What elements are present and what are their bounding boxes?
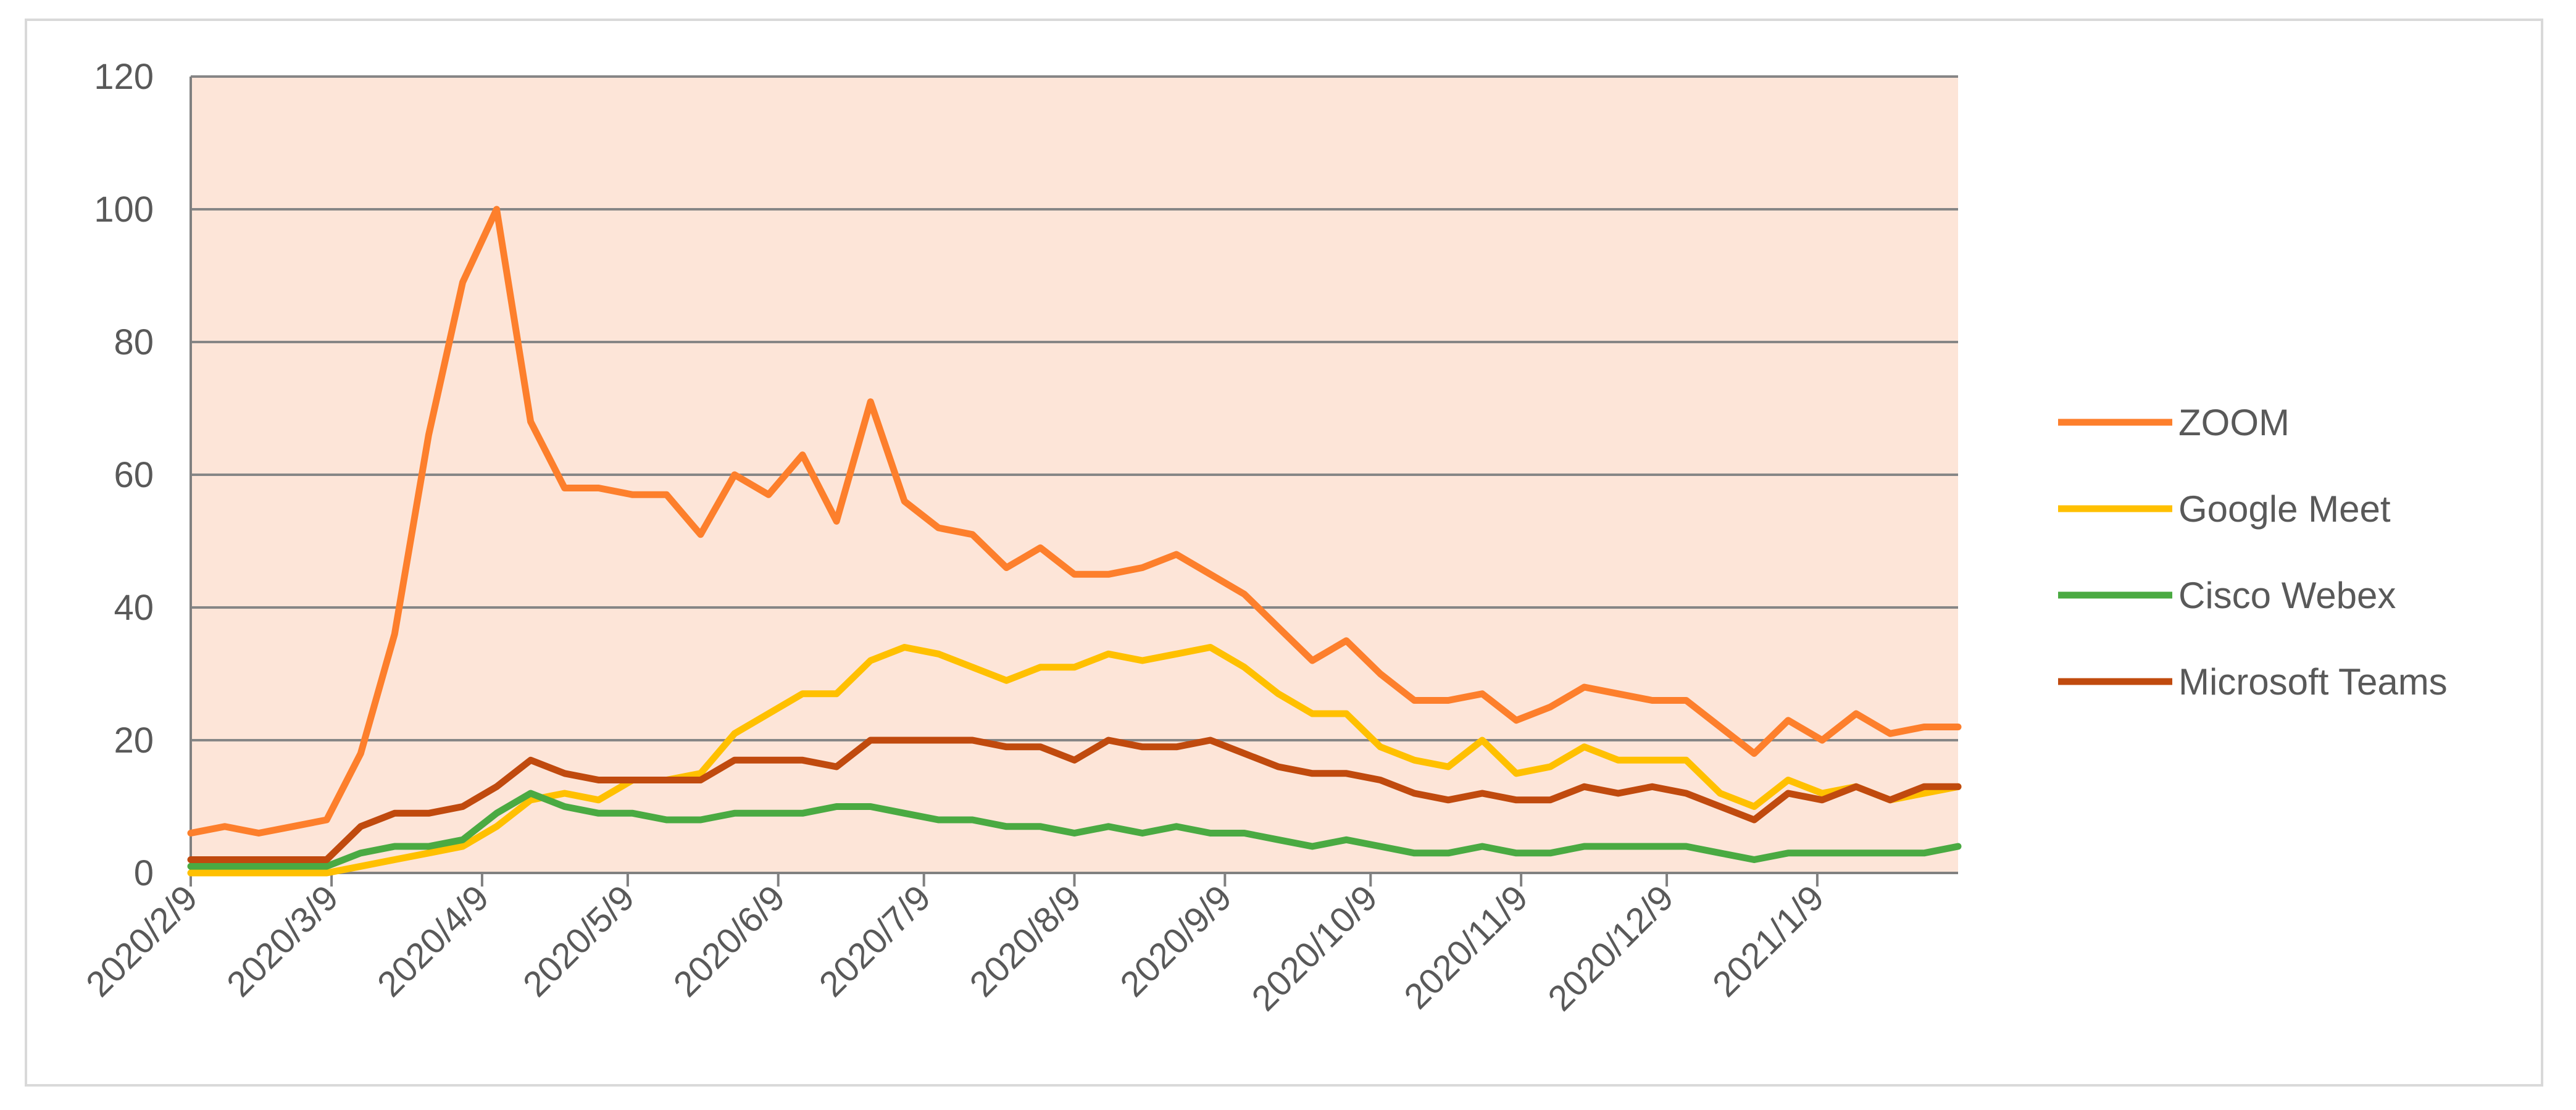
gridlines xyxy=(191,75,1958,741)
series-lines xyxy=(187,206,1962,877)
y-tick-label: 120 xyxy=(94,57,154,97)
chart-frame: 0 20 40 60 80 100 120 2020/2/9 2020/3/9 2020/4/9… xyxy=(25,19,2543,1087)
line-chart: 0 20 40 60 80 100 120 2020/2/9 2020/3/9 2020/4/9… xyxy=(78,57,2448,1019)
legend-label: ZOOM xyxy=(2178,402,2290,443)
legend-label: Cisco Webex xyxy=(2178,575,2396,616)
y-tick-label: 0 xyxy=(134,853,154,893)
y-tick-label: 80 xyxy=(114,322,154,362)
y-tick-label: 20 xyxy=(114,720,154,761)
series-line-google-meet xyxy=(187,644,1962,877)
x-tick-label: 2020/12/9 xyxy=(1540,878,1681,1019)
legend-label: Microsoft Teams xyxy=(2178,661,2448,703)
legend-label: Google Meet xyxy=(2178,488,2391,530)
series-line-microsoft-teams xyxy=(187,737,1962,863)
x-tick-label: 2020/6/9 xyxy=(666,878,793,1005)
x-tick-label: 2020/8/9 xyxy=(962,878,1089,1005)
series-line-zoom xyxy=(187,206,1962,837)
x-tick-label: 2020/5/9 xyxy=(515,878,643,1005)
x-axis-tick-labels: 2020/2/9 2020/3/9 2020/4/9 2020/5/9 2020/6/9… xyxy=(78,878,1832,1019)
x-tick-label: 2021/1/9 xyxy=(1705,878,1832,1005)
x-tick-label: 2020/3/9 xyxy=(219,878,346,1005)
y-tick-label: 100 xyxy=(94,190,154,230)
y-tick-label: 40 xyxy=(114,588,154,628)
x-tick-label: 2020/9/9 xyxy=(1112,878,1240,1005)
y-tick-label: 60 xyxy=(114,455,154,495)
y-axis-tick-labels: 0 20 40 60 80 100 120 xyxy=(94,57,154,893)
legend: ZOOM Google Meet Cisco Webex Microsoft Team… xyxy=(2058,402,2448,703)
x-tick-label: 2020/2/9 xyxy=(78,878,206,1005)
x-tick-label: 2020/7/9 xyxy=(812,878,939,1005)
x-tick-label: 2020/4/9 xyxy=(370,878,497,1005)
series-line-cisco-webex xyxy=(187,790,1962,870)
x-tick-label: 2020/11/9 xyxy=(1396,878,1535,1017)
x-tick-label: 2020/10/9 xyxy=(1244,878,1385,1019)
